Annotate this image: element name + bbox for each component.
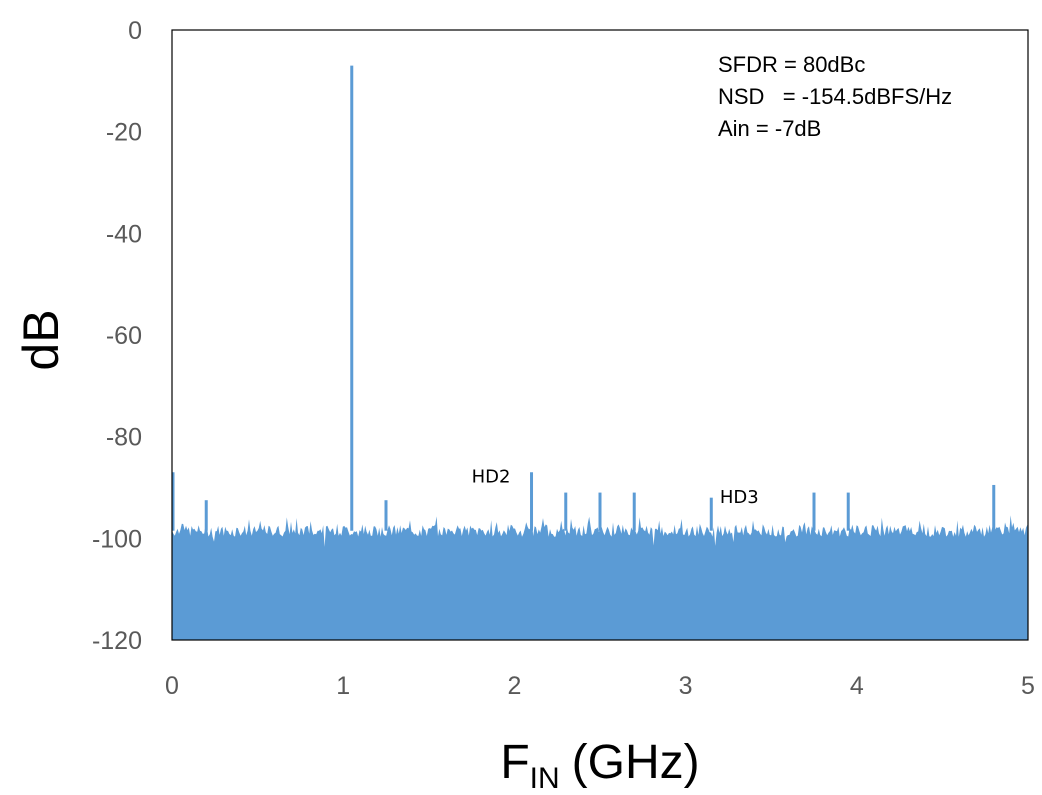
x-tick-0: 0 bbox=[165, 672, 179, 700]
y-axis-label: dB bbox=[13, 309, 69, 370]
y-tick-4: -80 bbox=[106, 424, 142, 452]
y-tick-0: 0 bbox=[128, 17, 142, 45]
harmonic-label-hd2: HD2 bbox=[472, 466, 511, 487]
y-axis-ticks: 0 -20 -40 -60 -80 -100 -120 bbox=[92, 17, 142, 655]
y-tick-3: -60 bbox=[106, 322, 142, 350]
x-axis-ticks: 0 1 2 3 4 5 bbox=[165, 672, 1035, 700]
annotation-block: SFDR = 80dBc NSD = -154.5dBFS/Hz Ain = -… bbox=[718, 52, 952, 141]
x-tick-1: 1 bbox=[336, 672, 350, 700]
y-tick-1: -20 bbox=[106, 119, 142, 147]
noise-floor-area bbox=[172, 515, 1028, 640]
spur-lines bbox=[171, 65, 996, 531]
y-tick-5: -100 bbox=[92, 525, 142, 553]
y-tick-6: -120 bbox=[92, 627, 142, 655]
plot-border bbox=[171, 29, 1029, 641]
x-tick-3: 3 bbox=[679, 672, 693, 700]
x-tick-2: 2 bbox=[507, 672, 521, 700]
x-axis-label: FIN (GHz) bbox=[500, 736, 699, 795]
x-tick-4: 4 bbox=[850, 672, 864, 700]
y-tick-2: -40 bbox=[106, 220, 142, 248]
annotation-sfdr: SFDR = 80dBc bbox=[718, 52, 865, 77]
harmonic-label-hd3: HD3 bbox=[720, 487, 759, 508]
annotation-nsd: NSD = -154.5dBFS/Hz bbox=[718, 84, 952, 109]
plot-area bbox=[171, 29, 1029, 641]
annotation-ain: Ain = -7dB bbox=[718, 116, 821, 141]
harmonic-labels: HD2 HD3 bbox=[472, 466, 759, 507]
x-axis-label-unit: (GHz) bbox=[572, 736, 700, 789]
x-tick-5: 5 bbox=[1021, 672, 1035, 700]
x-axis-label-sub: IN bbox=[530, 762, 560, 795]
x-axis-label-main: F bbox=[500, 736, 529, 789]
